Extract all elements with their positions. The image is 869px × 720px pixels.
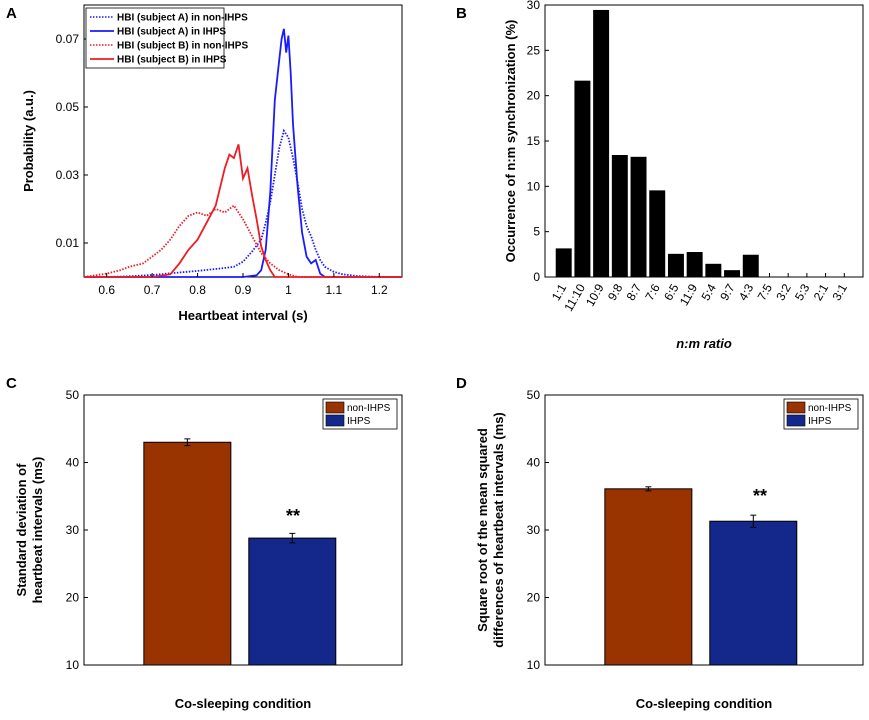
panel-b-x-tick-label: 2:1 [811,281,832,303]
panel-b-x-tick-label: 5:4 [698,281,719,303]
panel-d-legend-swatch-ihps [786,414,806,427]
panel-d-significance-marker: ** [753,486,767,506]
panel-a-line-chart: 0.6 0.7 0.8 0.9 1 1.1 1.2 0.01 0.03 0.05 0.07 Hea… [21,4,403,323]
panel-d-axes-box [544,394,864,666]
panel-c-bar-chart: 10 20 30 40 50 Co-sleeping condition Standar… [14,388,403,711]
panel-d-y-axis-label-line2: differences of heartbeat intervals (ms) [491,412,506,648]
panel-b-x-tick-label: 3:1 [829,281,850,303]
panel-b-x-tick-label: 7:6 [642,281,663,303]
panel-c-legend-label-ihps: IHPS [347,416,371,427]
panel-b-x-tick-label: 11:10 [561,281,588,314]
panel-b-x-tick-label: 10:9 [583,281,607,309]
panel-b-y-axis-label: Occurrence of n:m synchronization (%) [503,20,518,263]
panel-b-x-tick-label: 4:3 [736,281,757,303]
panel-b-x-tick-label: 8:7 [624,281,645,303]
panel-b-y-tick-label: 0 [533,270,540,284]
panel-c-axes-box [83,394,403,666]
panel-d-legend-swatch-nonihps [786,401,806,414]
panel-b-y-tick-label: 25 [527,43,541,57]
panel-d-legend-label-ihps: IHPS [808,416,832,427]
panel-a-y-tick-label: 0.05 [56,100,80,114]
panel-c-legend-label-nonihps: non-IHPS [347,403,391,414]
panel-c-y-tick-label: 50 [66,388,80,402]
panel-c-legend-swatch-ihps [325,414,345,427]
panel-c-legend: non-IHPS IHPS [322,398,398,430]
panel-b-bar-11-10 [574,80,591,278]
panel-label-d: D [456,375,467,392]
panel-c-y-tick-label: 20 [66,591,80,605]
panel-a-y-tick-label: 0.01 [56,236,80,250]
panel-c-y-tick-label: 40 [66,456,80,470]
panel-a-series-line-1 [84,28,402,278]
panel-d-x-axis-label: Co-sleeping condition [636,696,773,711]
panel-b-bar-9-8 [611,155,628,278]
panel-b-y-tick-label: 20 [527,89,541,103]
panel-b-x-tick-label: 9:8 [605,281,626,303]
panel-b-x-axis-label: n:m ratio [676,336,732,351]
panel-a-legend-box [85,7,225,69]
panel-b-bar-1-1 [555,248,572,278]
panel-a-x-tick-label: 1.1 [326,283,343,297]
panel-a-series-group [83,28,402,278]
panel-label-b: B [456,5,467,22]
panel-b-bar-chart: 1:111:1010:99:88:77:66:511:95:49:74:37:5… [503,0,864,351]
legend-label-b-ihps: HBI (subject B) in IHPS [117,55,227,66]
panel-b-bar-10-9 [593,9,610,278]
panel-b-x-tick-label: 9:7 [717,281,738,303]
legend-label-b-nonihps: HBI (subject B) in non-IHPS [117,41,248,52]
panel-d-y-tick-label: 10 [527,658,541,672]
panel-a-series-line-0 [84,128,402,278]
panel-c-y-tick-label: 10 [66,658,80,672]
panel-b-x-tick-label: 7:5 [755,281,776,303]
panel-d-y-axis-label-line1: Square root of the mean squared [475,428,490,632]
legend-label-a-ihps: HBI (subject A) in IHPS [117,27,226,38]
panel-b-axes-box [544,4,864,278]
panel-b-bar-8-7 [630,156,647,278]
panel-b-x-tick-label: 11:9 [677,281,701,308]
panel-b-y-tick-label: 5 [533,225,540,239]
panel-d-legend: non-IHPS IHPS [783,398,859,430]
panel-d-bar-ihps [709,520,798,666]
panel-a-y-tick-label: 0.07 [56,32,80,46]
panel-c-y-axis-label-line2: heartbeat intervals (ms) [30,457,45,604]
panel-a-x-tick-label: 1 [285,283,292,297]
panel-b-x-tick-label: 5:3 [792,281,813,303]
panel-label-a: A [6,5,17,22]
panel-a-x-tick-label: 0.6 [98,283,115,297]
legend-label-a-nonihps: HBI (subject A) in non-IHPS [117,13,248,24]
panel-d-y-tick-label: 50 [527,388,541,402]
panel-c-significance-marker: ** [286,506,300,526]
panel-a-x-axis-label: Heartbeat interval (s) [178,308,307,323]
panel-c-legend-swatch-nonihps [325,401,345,414]
panel-b-x-tick-label: 3:2 [773,281,794,303]
panel-d-y-tick-label: 40 [527,456,541,470]
panel-b-bar-7-6 [649,190,666,278]
panel-a-x-tick-label: 0.8 [189,283,206,297]
panel-c-bar-ihps [248,537,337,666]
panel-d-bar-chart: 10 20 30 40 50 Co-sleeping condition Square … [475,388,864,711]
panel-a-y-axis-label: Probability (a.u.) [21,90,36,192]
panel-b-y-tick-label: 30 [527,0,541,12]
panel-a-y-tick-label: 0.03 [56,168,80,182]
panel-c-x-axis-label: Co-sleeping condition [175,696,312,711]
panel-a-series-line-3 [84,144,402,278]
panel-b-y-tick-label: 10 [527,179,541,193]
panel-a-legend: HBI (subject A) in non-IHPS HBI (subject… [85,7,248,69]
panel-label-c: C [6,375,17,392]
panel-d-y-tick-label: 20 [527,591,541,605]
panel-a-x-tick-label: 1.2 [371,283,388,297]
panel-d-y-tick-label: 30 [527,523,541,537]
panel-c-y-tick-label: 30 [66,523,80,537]
panel-a-x-tick-label: 0.7 [144,283,161,297]
panel-d-legend-label-nonihps: non-IHPS [808,403,852,414]
panel-b-y-tick-label: 15 [527,134,541,148]
panel-a-x-tick-label: 0.9 [235,283,252,297]
panel-c-y-axis-label-line1: Standard deviation of [14,463,29,597]
panel-d-bar-non-ihps [604,488,693,666]
panel-c-bar-non-ihps [143,441,232,666]
